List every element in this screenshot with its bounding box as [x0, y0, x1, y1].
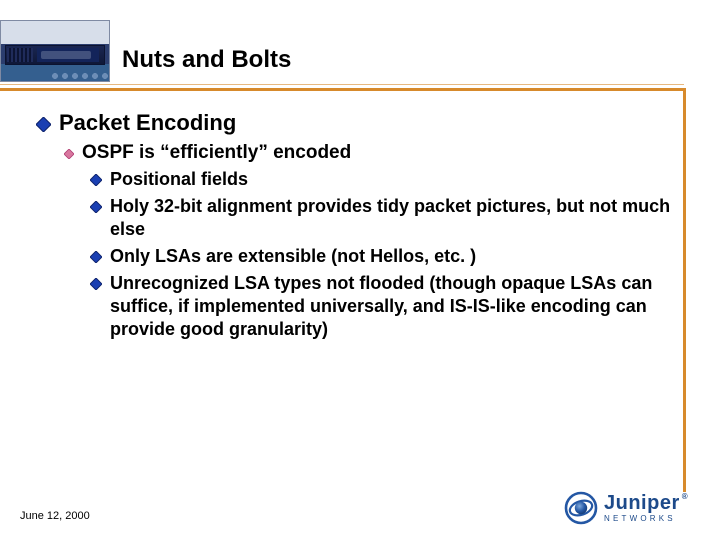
list-item: Unrecognized LSA types not flooded (thou… — [90, 272, 676, 341]
page-title: Nuts and Bolts — [122, 46, 291, 74]
h-rule — [0, 88, 684, 91]
diamond-icon — [64, 149, 74, 159]
list-item: Only LSAs are extensible (not Hellos, et… — [90, 245, 676, 268]
diamond-icon — [90, 201, 102, 213]
juniper-mark-icon — [564, 491, 598, 525]
juniper-logo: Juniper® NETWORKS — [564, 486, 704, 530]
header-image — [0, 20, 110, 82]
footer-date: June 12, 2000 — [20, 510, 90, 522]
diamond-icon — [90, 174, 102, 186]
logo-sub: NETWORKS — [604, 515, 688, 523]
list-item: Packet Encoding — [36, 110, 676, 136]
logo-brand: Juniper — [604, 492, 680, 514]
lvl3-text: Unrecognized LSA types not flooded (thou… — [110, 272, 676, 341]
content-area: Packet Encoding OSPF is “efficiently” en… — [36, 110, 676, 341]
diamond-icon — [90, 278, 102, 290]
diamond-icon — [90, 251, 102, 263]
logo-tm: ® — [682, 492, 688, 501]
list-item: OSPF is “efficiently” encoded — [64, 142, 676, 164]
list-item: Positional fields — [90, 168, 676, 191]
h-rule-thin — [0, 84, 684, 85]
lvl2-text: OSPF is “efficiently” encoded — [82, 142, 351, 164]
v-rule — [683, 88, 686, 492]
lvl1-text: Packet Encoding — [59, 110, 236, 136]
slide: Nuts and Bolts Packet Encoding OSPF is “… — [0, 0, 720, 540]
diamond-icon — [36, 117, 51, 132]
lvl3-text: Only LSAs are extensible (not Hellos, et… — [110, 245, 476, 268]
lvl3-text: Holy 32-bit alignment provides tidy pack… — [110, 195, 676, 241]
juniper-text: Juniper® NETWORKS — [604, 493, 688, 523]
list-item: Holy 32-bit alignment provides tidy pack… — [90, 195, 676, 241]
lvl3-text: Positional fields — [110, 168, 248, 191]
